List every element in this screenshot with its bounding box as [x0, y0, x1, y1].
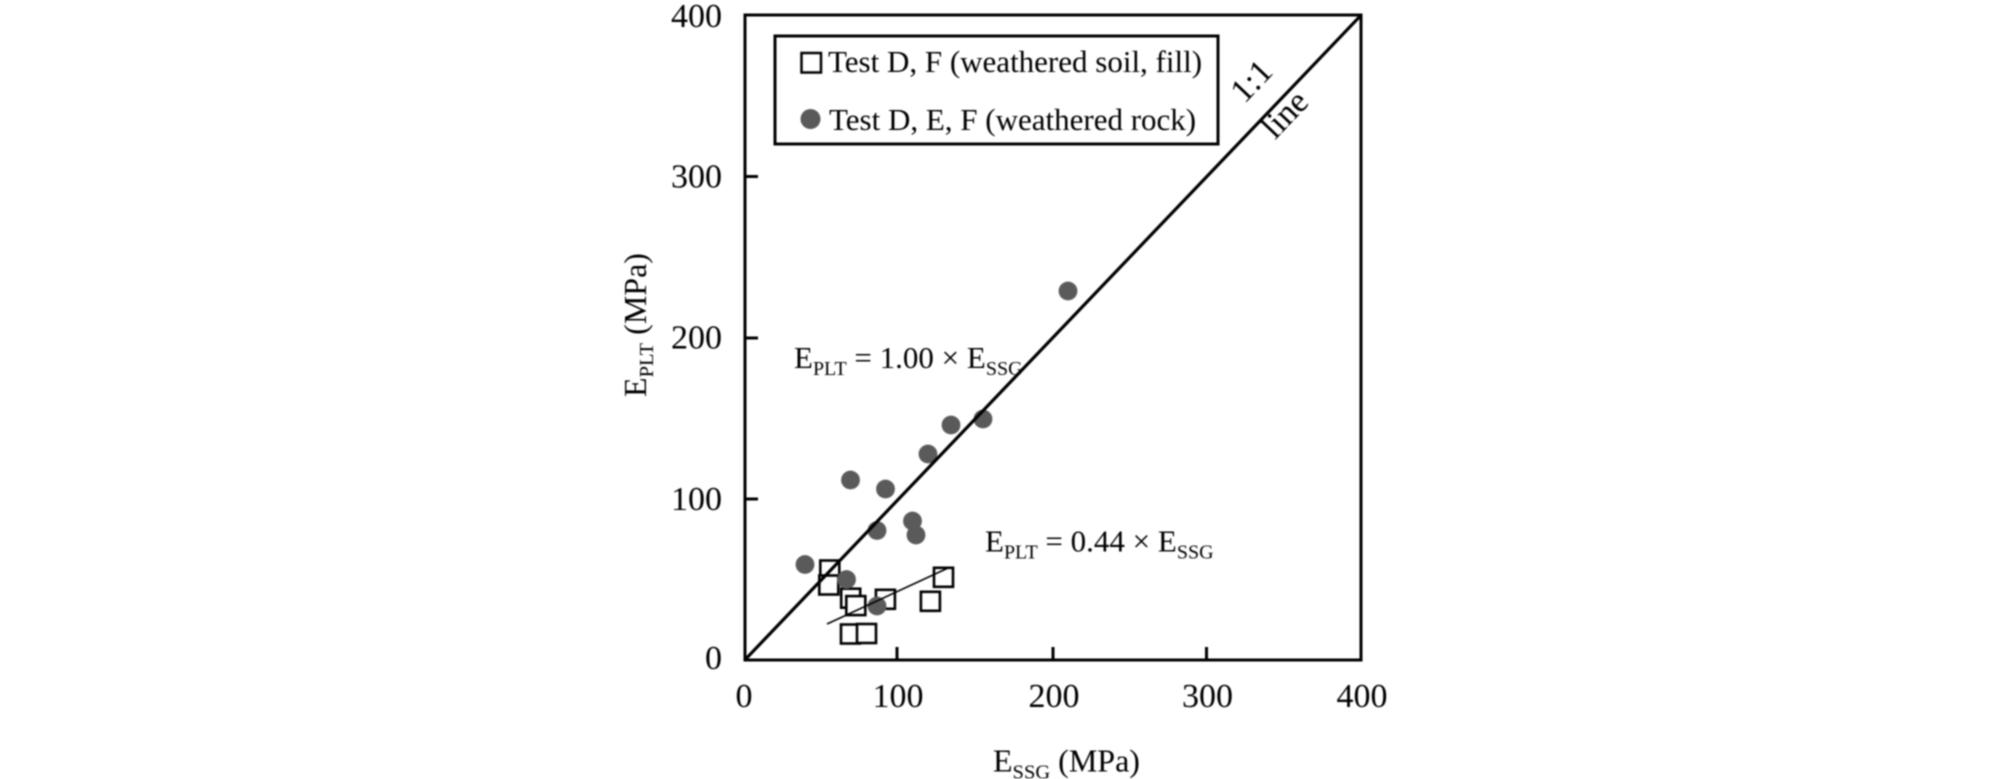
svg-text:300: 300	[1182, 678, 1233, 715]
svg-text:0: 0	[705, 640, 722, 677]
svg-text:EPLT = 0.44 × ESSG: EPLT = 0.44 × ESSG	[985, 524, 1214, 564]
svg-text:200: 200	[671, 320, 722, 357]
svg-text:400: 400	[1337, 678, 1388, 715]
svg-text:100: 100	[873, 678, 924, 715]
svg-text:300: 300	[671, 159, 722, 196]
svg-text:EPLT (MPa): EPLT (MPa)	[617, 253, 658, 397]
svg-text:200: 200	[1029, 678, 1080, 715]
svg-text:EPLT = 1.00 × ESSG: EPLT = 1.00 × ESSG	[794, 340, 1023, 380]
svg-text:400: 400	[671, 0, 722, 35]
svg-text:Test D, F (weathered soil, fil: Test D, F (weathered soil, fill)	[828, 44, 1202, 79]
svg-text:Test D, E, F (weathered rock): Test D, E, F (weathered rock)	[829, 102, 1196, 137]
svg-text:100: 100	[671, 481, 722, 518]
svg-text:0: 0	[736, 678, 753, 715]
svg-text:ESSG (MPa): ESSG (MPa)	[993, 743, 1140, 779]
